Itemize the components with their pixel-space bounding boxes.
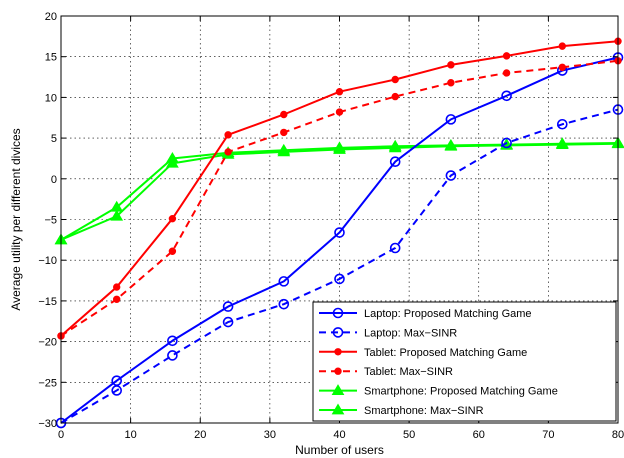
data-point [168, 351, 177, 360]
legend-label: Tablet: Max−SINR [364, 366, 453, 378]
y-tick-label: −10 [38, 255, 57, 267]
data-point [448, 62, 454, 68]
data-point [225, 149, 231, 155]
legend-label: Tablet: Proposed Matching Game [364, 347, 527, 359]
x-tick-label: 60 [473, 429, 485, 441]
data-point [281, 111, 287, 117]
x-tick-label: 70 [542, 429, 554, 441]
data-point [225, 132, 231, 138]
y-tick-label: 15 [45, 52, 57, 64]
y-tick-label: −15 [38, 296, 57, 308]
y-tick-label: 20 [45, 11, 57, 23]
series-3 [58, 58, 621, 340]
data-point [448, 80, 454, 86]
x-tick-label: 10 [125, 429, 137, 441]
data-point [336, 89, 342, 95]
data-point [335, 349, 341, 355]
y-axis-label: Average utility per different divices [9, 128, 23, 310]
data-point [114, 284, 120, 290]
legend-label: Laptop: Max−SINR [364, 327, 457, 339]
data-point [114, 296, 120, 302]
data-point [169, 248, 175, 254]
y-tick-label: −30 [38, 418, 57, 430]
data-point [281, 129, 287, 135]
legend-label: Laptop: Proposed Matching Game [364, 308, 532, 320]
x-tick-label: 20 [194, 429, 206, 441]
data-point [559, 43, 565, 49]
x-tick-label: 0 [58, 429, 64, 441]
y-tick-label: 0 [51, 174, 57, 186]
y-tick-label: −25 [38, 377, 57, 389]
x-tick-label: 80 [612, 429, 624, 441]
data-point [335, 368, 341, 374]
data-point [392, 93, 398, 99]
data-point [336, 109, 342, 115]
y-tick-label: 10 [45, 92, 57, 104]
legend-label: Smartphone: Max−SINR [364, 405, 484, 417]
x-tick-label: 50 [403, 429, 415, 441]
legend-label: Smartphone: Proposed Matching Game [364, 386, 558, 398]
x-axis-label: Number of users [295, 443, 384, 457]
data-point [169, 215, 175, 221]
y-tick-label: 5 [51, 133, 57, 145]
series-line [61, 143, 618, 240]
legend: Laptop: Proposed Matching Game Laptop: Ma… [313, 302, 616, 421]
y-tick-label: −20 [38, 337, 57, 349]
y-tick-label: −5 [44, 215, 57, 227]
x-tick-label: 30 [264, 429, 276, 441]
x-tick-label: 40 [333, 429, 345, 441]
data-point [392, 76, 398, 82]
data-point [503, 70, 509, 76]
data-point [503, 53, 509, 59]
data-point [559, 64, 565, 70]
